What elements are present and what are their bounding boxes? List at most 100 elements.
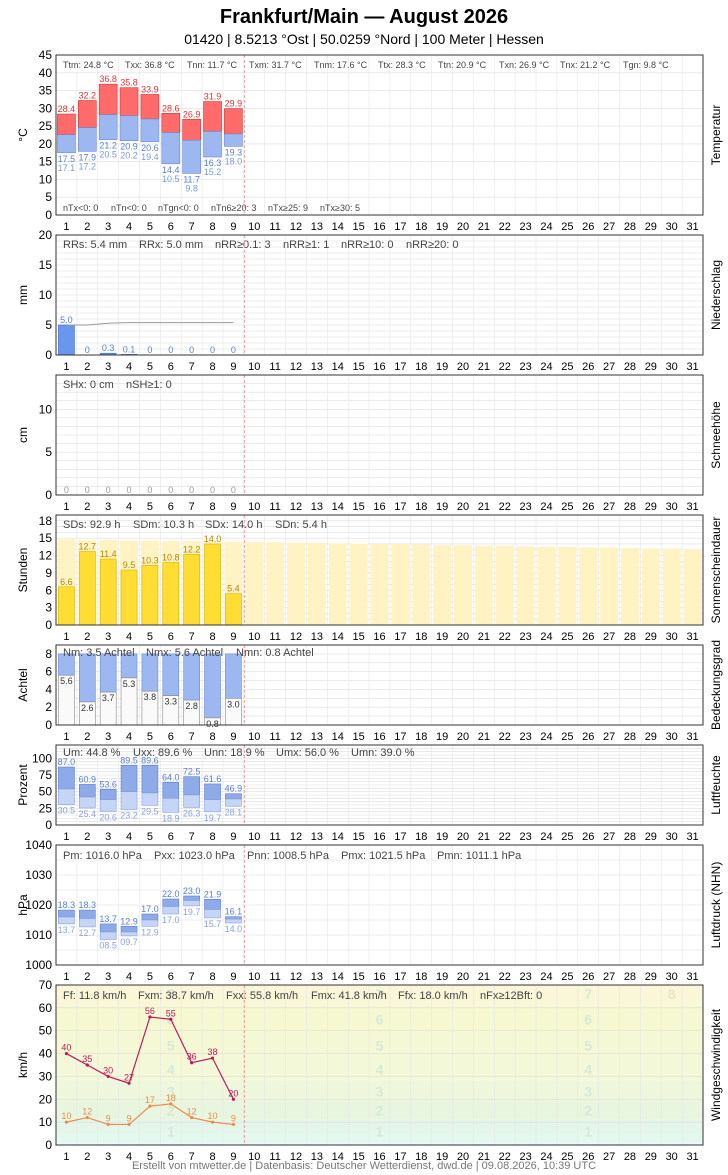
x-tick-label: 11 (269, 831, 280, 843)
stat-label: Unn: 18.9 % (204, 747, 265, 759)
sun-possible-bar (307, 542, 326, 625)
x-tick-label: 5 (147, 1151, 153, 1163)
tground-label: 10.5 (162, 174, 180, 184)
beaufort-band (56, 1101, 703, 1120)
humidity-min-bar (204, 799, 221, 813)
x-tick-label: 2 (84, 731, 90, 743)
tmin-bar (182, 140, 201, 174)
pressure-min-label: 19.7 (183, 907, 201, 917)
gust-point (190, 1061, 194, 1065)
beaufort-label: 2 (376, 1103, 384, 1119)
x-tick-label: 6 (168, 631, 174, 643)
y-tick-label: 15 (39, 531, 53, 545)
x-tick-label: 8 (209, 501, 215, 513)
stat-label: SDm: 10.3 h (133, 519, 194, 531)
x-tick-label: 23 (519, 971, 531, 983)
pressure-max-bar (141, 913, 159, 921)
x-tick-label: 20 (457, 361, 469, 373)
x-tick-label: 17 (394, 631, 406, 643)
x-tick-label: 9 (230, 971, 236, 983)
y-tick-label: 2 (45, 700, 52, 714)
stat-label: nTgn<0: 0 (158, 203, 199, 213)
pressure-max-label: 18.3 (58, 900, 76, 910)
mean-wind-label: 9 (106, 1113, 111, 1123)
tmax-bar (224, 108, 243, 135)
x-tick-label: 7 (189, 501, 195, 513)
x-tick-label: 14 (332, 221, 344, 233)
humidity-min-label: 28.1 (225, 807, 243, 817)
beaufort-label: 4 (167, 1062, 175, 1078)
stat-label: Ffx: 18.0 km/h (398, 990, 468, 1002)
snow-label: 0 (210, 485, 215, 495)
x-tick-label: 21 (478, 831, 490, 843)
y-tick-label: 0 (45, 618, 52, 632)
pressure-min-bar (225, 918, 242, 924)
beaufort-band (56, 1058, 703, 1081)
stat-label: Ttm: 24.8 °C (63, 60, 114, 70)
beaufort-label: 1 (376, 1123, 384, 1139)
x-tick-label: 10 (248, 501, 260, 513)
x-tick-label: 11 (269, 361, 280, 373)
beaufort-band (56, 1142, 703, 1145)
beaufort-label: 1 (167, 1123, 175, 1139)
stat-label: nRR≥10: 0 (341, 239, 394, 251)
x-tick-label: 28 (624, 971, 636, 983)
x-tick-label: 13 (311, 221, 323, 233)
panel-border (55, 54, 704, 216)
tmax-label: 28.4 (58, 104, 76, 114)
stat-label: Umn: 39.0 % (351, 747, 415, 759)
pressure-min-bar (99, 931, 117, 940)
panel-border (55, 374, 704, 496)
pressure-max-bar (79, 909, 96, 919)
x-tick-label: 14 (332, 361, 344, 373)
beaufort-label: 5 (167, 1038, 175, 1054)
x-tick-label: 15 (353, 221, 365, 233)
stat-label: Txx: 36.8 °C (125, 60, 175, 70)
x-tick-label: 20 (457, 631, 469, 643)
gust-label: 56 (145, 1006, 155, 1016)
rain-label: 0.3 (102, 343, 115, 353)
y-tick-label: 1030 (25, 868, 52, 882)
x-tick-label: 14 (332, 501, 344, 513)
y-tick-label: 0 (45, 348, 52, 362)
x-tick-label: 5 (147, 831, 153, 843)
pressure-max-label: 17.0 (141, 904, 159, 914)
stat-label: Tnx: 21.2 °C (560, 60, 611, 70)
x-tick-label: 26 (582, 831, 594, 843)
tmin-label: 14.4 (162, 165, 180, 175)
y-axis-label: Achtel (16, 668, 30, 701)
x-tick-label: 2 (84, 361, 90, 373)
y-tick-label: 20 (39, 228, 53, 242)
stat-label: Fmx: 41.8 km/h (311, 990, 387, 1002)
x-tick-label: 30 (666, 221, 678, 233)
beaufort-label: 3 (584, 1083, 592, 1099)
pressure-max-label: 18.3 (79, 900, 97, 910)
rain-label: 0 (168, 345, 173, 355)
y-tick-label: 1000 (25, 958, 52, 972)
x-tick-label: 14 (332, 831, 344, 843)
x-tick-label: 12 (290, 831, 302, 843)
humidity-max-bar (162, 782, 180, 799)
sun-possible-bar (370, 543, 389, 625)
cloud-label: 5.3 (123, 679, 136, 689)
beaufort-label: 2 (584, 1103, 592, 1119)
x-tick-label: 16 (373, 361, 385, 373)
x-tick-label: 20 (457, 501, 469, 513)
mean-wind-label: 9 (127, 1113, 132, 1123)
pressure-min-label: 13.7 (58, 925, 76, 935)
humidity-min-bar (183, 794, 200, 808)
y-tick-label: 1040 (25, 838, 52, 852)
mean-wind-point (169, 1102, 173, 1106)
cloud-label: 2.8 (185, 701, 198, 711)
x-tick-label: 30 (666, 361, 678, 373)
clear-bar (99, 653, 117, 693)
x-tick-label: 31 (686, 971, 698, 983)
x-tick-label: 24 (540, 971, 552, 983)
x-tick-label: 24 (540, 361, 552, 373)
station-info: 01420 | 8.5213 °Ost | 50.0259 °Nord | 10… (184, 31, 544, 47)
y-tick-label: 20 (39, 137, 53, 151)
x-tick-label: 26 (582, 731, 594, 743)
y-tick-label: 0 (45, 488, 52, 502)
tground-label: 15.2 (204, 167, 222, 177)
tmin-bar (78, 127, 97, 152)
